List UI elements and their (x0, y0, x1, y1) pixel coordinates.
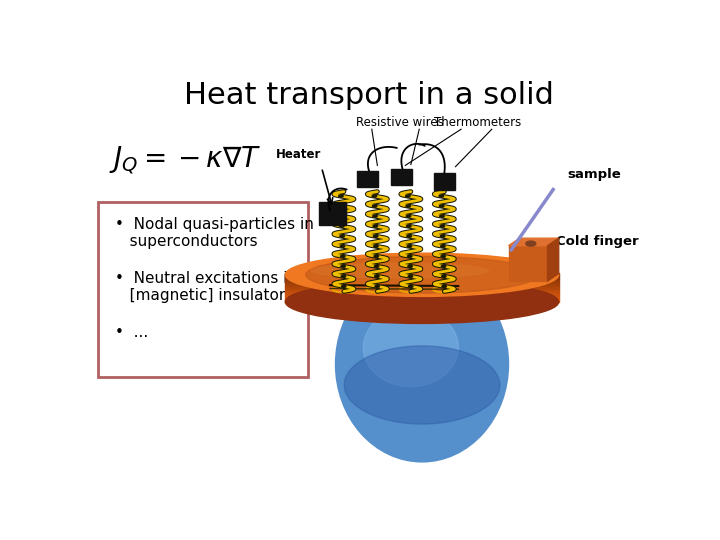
Polygon shape (285, 288, 559, 289)
Ellipse shape (338, 195, 343, 197)
Ellipse shape (374, 255, 379, 258)
Ellipse shape (341, 275, 346, 278)
Polygon shape (285, 285, 559, 286)
Polygon shape (285, 275, 559, 276)
Polygon shape (391, 168, 412, 185)
Polygon shape (285, 299, 559, 300)
Ellipse shape (408, 285, 413, 287)
Ellipse shape (374, 275, 379, 278)
Polygon shape (285, 300, 559, 302)
Ellipse shape (407, 225, 411, 227)
Polygon shape (285, 286, 559, 288)
Text: Heat transport in a solid: Heat transport in a solid (184, 82, 554, 111)
Ellipse shape (341, 245, 345, 247)
Ellipse shape (306, 256, 539, 293)
Ellipse shape (441, 245, 445, 247)
Ellipse shape (441, 265, 446, 267)
Ellipse shape (440, 215, 444, 217)
Polygon shape (285, 296, 559, 298)
Ellipse shape (373, 225, 377, 227)
Polygon shape (285, 293, 559, 295)
Ellipse shape (372, 195, 377, 197)
Polygon shape (548, 238, 559, 281)
FancyBboxPatch shape (99, 202, 307, 377)
Ellipse shape (441, 275, 446, 278)
Ellipse shape (341, 265, 346, 267)
Text: $J_Q = -\kappa\nabla T$: $J_Q = -\kappa\nabla T$ (109, 144, 261, 177)
Ellipse shape (406, 215, 410, 217)
Polygon shape (285, 295, 559, 296)
Polygon shape (433, 173, 455, 190)
Ellipse shape (440, 225, 444, 227)
Text: •  Neutral excitations in
   [magnetic] insulators: • Neutral excitations in [magnetic] insu… (115, 271, 297, 303)
Ellipse shape (439, 205, 444, 207)
Polygon shape (285, 280, 559, 282)
Polygon shape (285, 292, 559, 293)
Polygon shape (508, 238, 559, 246)
Ellipse shape (311, 263, 489, 278)
Text: Resistive wires: Resistive wires (356, 116, 444, 129)
Ellipse shape (341, 285, 346, 287)
Ellipse shape (408, 255, 412, 258)
Ellipse shape (439, 195, 444, 197)
Ellipse shape (374, 235, 378, 237)
Ellipse shape (374, 245, 378, 247)
Ellipse shape (372, 205, 377, 207)
Ellipse shape (336, 266, 508, 462)
Ellipse shape (341, 255, 345, 258)
Polygon shape (508, 246, 548, 281)
Text: •  Nodal quasi-particles in
   superconductors: • Nodal quasi-particles in superconducto… (115, 217, 314, 249)
Ellipse shape (285, 253, 559, 296)
Ellipse shape (405, 195, 410, 197)
Ellipse shape (340, 235, 344, 237)
Polygon shape (285, 284, 559, 285)
Polygon shape (285, 291, 559, 292)
Ellipse shape (407, 235, 411, 237)
Polygon shape (285, 298, 559, 299)
Text: Heater: Heater (276, 148, 322, 161)
Ellipse shape (344, 346, 500, 424)
Ellipse shape (374, 265, 379, 267)
Ellipse shape (442, 285, 446, 287)
Ellipse shape (285, 280, 559, 323)
Ellipse shape (364, 308, 459, 387)
Polygon shape (357, 171, 379, 187)
Polygon shape (285, 279, 559, 280)
Ellipse shape (339, 205, 343, 207)
Polygon shape (285, 278, 559, 279)
Polygon shape (285, 289, 559, 291)
Ellipse shape (408, 275, 413, 278)
Text: Cold finger: Cold finger (556, 235, 639, 248)
Ellipse shape (441, 255, 446, 258)
Text: Thermometers: Thermometers (434, 116, 521, 129)
Ellipse shape (375, 285, 379, 287)
Ellipse shape (373, 215, 377, 217)
Ellipse shape (526, 241, 536, 246)
Ellipse shape (408, 265, 413, 267)
Ellipse shape (340, 225, 344, 227)
Text: •  ...: • ... (115, 325, 148, 340)
Ellipse shape (406, 205, 410, 207)
Ellipse shape (408, 245, 412, 247)
Polygon shape (285, 276, 559, 278)
Polygon shape (285, 273, 559, 275)
Ellipse shape (339, 215, 343, 217)
Polygon shape (285, 282, 559, 284)
Polygon shape (319, 202, 346, 225)
Ellipse shape (441, 235, 445, 237)
Text: sample: sample (567, 168, 621, 181)
